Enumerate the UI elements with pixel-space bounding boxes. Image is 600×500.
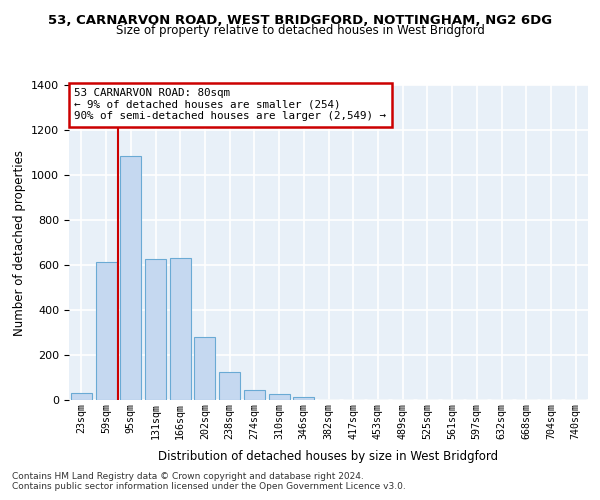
Bar xyxy=(120,156,141,400)
Text: Size of property relative to detached houses in West Bridgford: Size of property relative to detached ho… xyxy=(116,24,484,37)
Bar xyxy=(219,372,240,400)
Bar xyxy=(293,396,314,400)
Bar xyxy=(170,258,191,400)
Text: 53 CARNARVON ROAD: 80sqm
← 9% of detached houses are smaller (254)
90% of semi-d: 53 CARNARVON ROAD: 80sqm ← 9% of detache… xyxy=(74,88,386,122)
Bar xyxy=(145,260,166,400)
Text: Contains HM Land Registry data © Crown copyright and database right 2024.: Contains HM Land Registry data © Crown c… xyxy=(12,472,364,481)
Bar xyxy=(269,394,290,400)
Bar xyxy=(71,393,92,400)
Text: 53, CARNARVON ROAD, WEST BRIDGFORD, NOTTINGHAM, NG2 6DG: 53, CARNARVON ROAD, WEST BRIDGFORD, NOTT… xyxy=(48,14,552,27)
Bar xyxy=(244,390,265,400)
Bar xyxy=(95,262,116,400)
Text: Contains public sector information licensed under the Open Government Licence v3: Contains public sector information licen… xyxy=(12,482,406,491)
Y-axis label: Number of detached properties: Number of detached properties xyxy=(13,150,26,336)
Bar xyxy=(194,337,215,400)
X-axis label: Distribution of detached houses by size in West Bridgford: Distribution of detached houses by size … xyxy=(158,450,499,463)
